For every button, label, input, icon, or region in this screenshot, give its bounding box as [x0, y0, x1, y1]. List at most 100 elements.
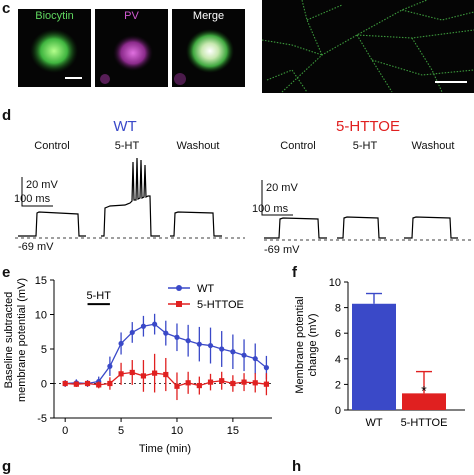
httoe-scale-bar — [261, 180, 293, 216]
f-ytick-label: 8 — [335, 303, 341, 315]
panel-c-label: c — [2, 0, 11, 17]
panel-g-label: g — [2, 458, 12, 475]
httoe-scale-mv: 20 mV — [266, 182, 298, 194]
e-ytick-label: 10 — [35, 310, 47, 322]
e-ytick-label: 15 — [35, 275, 47, 287]
e-xtick-label: 0 — [62, 425, 68, 437]
e-point-httoe — [219, 378, 225, 384]
biocytin-image-title: Biocytin — [35, 10, 74, 22]
panel-e-chart: -5 0 5 10 15 0 5 10 15 Baseline subtracted membr… — [3, 275, 272, 455]
e-ytick-label: 5 — [41, 344, 47, 356]
wt-scale-ms: 100 ms — [14, 193, 51, 205]
e-xtick-label: 15 — [227, 425, 239, 437]
wt-control-label: Control — [34, 140, 70, 152]
e-point-httoe — [118, 371, 124, 377]
wt-scale-mv: 20 mV — [26, 179, 58, 191]
e-point-wt — [163, 330, 169, 336]
e-xtick-label: 10 — [171, 425, 183, 437]
httoe-baseline-label: -69 mV — [264, 244, 300, 256]
e-xtick-label: 5 — [118, 425, 124, 437]
dendrite-graphic — [262, 0, 474, 93]
wt-washout-trace — [170, 211, 222, 237]
httoe-control-label: Control — [280, 140, 316, 152]
pv-image: PV — [95, 9, 168, 87]
e-ylabel-line1: Baseline subtracted — [3, 292, 15, 389]
e-point-httoe — [96, 382, 102, 388]
wt-5ht-label: 5-HT — [114, 140, 140, 152]
e-point-httoe — [263, 381, 270, 387]
httoe-5ht-label: 5-HT — [352, 140, 378, 152]
e-legend: WT 5-HTTOE — [168, 283, 244, 311]
e-point-httoe — [129, 369, 135, 376]
panel-f-chart: Membrane potential change (mV) 0 2 4 6 8 10 WT… — [294, 277, 465, 429]
legend-httoe-marker — [176, 301, 182, 307]
e-point-wt — [185, 338, 191, 344]
panel-d-label: d — [2, 107, 12, 124]
httoe-washout-trace — [404, 216, 458, 239]
e-drug-label: 5-HT — [86, 290, 111, 302]
httoe-scale-ms: 100 ms — [252, 203, 289, 215]
f-bar-0 — [352, 303, 396, 410]
e-point-wt — [107, 363, 113, 369]
e-point-httoe — [196, 382, 202, 389]
wt-washout-label: Washout — [176, 140, 220, 152]
f-ylabel-line1: Membrane potential — [294, 296, 306, 393]
biocytin-cell-graphic — [30, 29, 82, 79]
e-point-wt — [230, 349, 236, 355]
e-point-wt — [140, 323, 147, 329]
e-point-wt — [118, 340, 124, 347]
wt-baseline-label: -69 mV — [18, 241, 54, 253]
merge-image-title: Merge — [192, 10, 225, 22]
f-ytick-label: 4 — [335, 354, 341, 366]
e-xlabel: Time (min) — [139, 443, 191, 455]
e-point-httoe — [84, 380, 91, 387]
wt-scale-bar — [21, 177, 53, 207]
e-point-httoe — [107, 380, 113, 387]
panel-f-label: f — [292, 264, 297, 281]
httoe-5ht-trace — [337, 216, 386, 239]
e-point-httoe — [152, 370, 158, 376]
e-ytick-label: -5 — [37, 413, 47, 425]
httoe-washout-label: Washout — [411, 140, 455, 152]
e-point-wt — [152, 321, 158, 327]
e-ylabel-line2: membrane potential (mV) — [16, 278, 28, 402]
httoe-group-title: 5-HTTOE — [336, 118, 400, 135]
e-point-wt — [129, 329, 135, 336]
f-bar-1 — [402, 393, 446, 410]
f-ytick-label: 2 — [335, 379, 341, 391]
wt-group-title: WT — [113, 118, 137, 135]
f-ytick-label: 0 — [335, 405, 341, 417]
httoe-control-trace — [264, 217, 327, 239]
f-significance-star: * — [421, 383, 427, 399]
pv-image-title: PV — [124, 10, 139, 22]
merge-cell-graphic — [174, 29, 234, 85]
e-point-httoe — [230, 380, 236, 387]
e-point-wt — [252, 356, 258, 362]
merge-image: Merge — [172, 9, 245, 87]
e-point-httoe — [62, 380, 68, 387]
e-point-httoe — [73, 381, 79, 387]
wt-5ht-trace — [101, 157, 160, 237]
e-point-httoe — [241, 379, 247, 385]
f-ylabel-line2: change (mV) — [307, 314, 319, 377]
f-ytick-label: 10 — [329, 277, 341, 289]
f-category-label: WT — [365, 417, 382, 429]
e-point-httoe — [207, 379, 214, 385]
e-point-wt — [263, 365, 270, 371]
legend-wt-marker — [176, 285, 182, 291]
legend-httoe-text: 5-HTTOE — [197, 299, 244, 311]
legend-wt-text: WT — [197, 283, 214, 295]
biocytin-image: Biocytin — [18, 9, 91, 87]
e-point-httoe — [185, 380, 191, 386]
e-point-httoe — [163, 371, 169, 378]
e-point-wt — [196, 341, 202, 347]
dendrite-image — [262, 0, 474, 93]
wt-control-trace — [18, 211, 86, 237]
pv-cell-graphic — [100, 35, 153, 84]
e-point-wt — [207, 342, 214, 349]
e-point-httoe — [252, 380, 258, 386]
panel-e-label: e — [2, 264, 11, 281]
e-point-httoe — [174, 383, 180, 389]
f-category-label: 5-HTTOE — [401, 417, 448, 429]
